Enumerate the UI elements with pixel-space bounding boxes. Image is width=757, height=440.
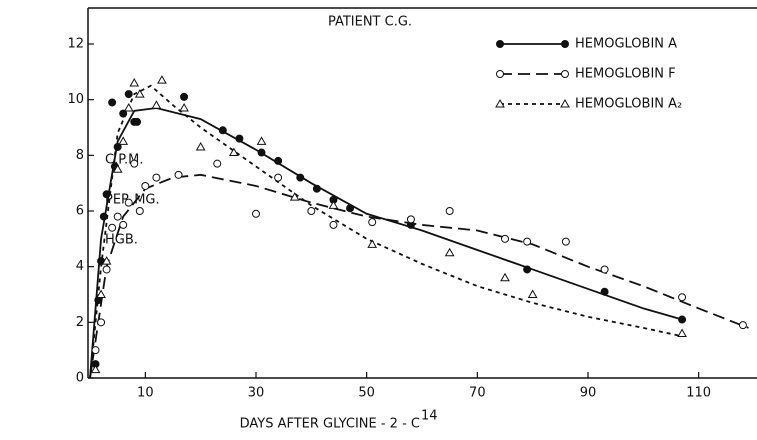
y-tick-label: 10	[67, 92, 84, 107]
data-point	[257, 148, 266, 157]
fit-curve	[89, 173, 749, 379]
data-point	[118, 136, 129, 145]
data-point	[328, 200, 339, 209]
data-point	[112, 164, 123, 173]
y-tick-label: 2	[76, 315, 84, 330]
legend-label: HEMOGLOBIN A	[575, 37, 677, 52]
y-tick-label: 4	[76, 259, 84, 274]
data-point	[368, 218, 377, 227]
data-point	[235, 134, 244, 143]
x-tick-label: 70	[469, 386, 486, 401]
data-point	[157, 75, 167, 84]
x-axis-label: DAYS AFTER GLYCINE - 2 - C	[240, 417, 420, 432]
legend-marker	[560, 98, 570, 108]
data-point	[119, 220, 128, 229]
data-point	[274, 173, 283, 182]
data-point	[738, 321, 747, 330]
data-point	[101, 256, 112, 265]
data-point	[96, 289, 106, 298]
data-point	[307, 207, 316, 215]
data-point	[213, 159, 222, 168]
data-point	[90, 364, 101, 374]
data-point	[678, 315, 687, 324]
x-tick-label: 50	[358, 386, 375, 401]
x-tick-label: 110	[686, 386, 711, 401]
data-point	[229, 147, 239, 157]
legend-label: HEMOGLOBIN F	[575, 67, 676, 82]
data-point	[678, 293, 687, 302]
data-point	[108, 223, 117, 232]
data-point	[152, 173, 161, 182]
data-point	[174, 170, 183, 179]
data-point	[108, 98, 117, 107]
data-point	[600, 265, 609, 274]
y-tick-label: 6	[76, 204, 84, 219]
legend-label: HEMOGLOBIN A₂	[575, 97, 682, 112]
legend-marker	[561, 70, 569, 78]
data-point	[119, 109, 128, 118]
data-point	[600, 287, 609, 296]
data-point	[129, 77, 140, 87]
legend-marker	[561, 40, 569, 48]
data-point	[329, 220, 338, 229]
data-point	[296, 173, 305, 182]
x-axis-label-superscript: 14	[421, 409, 438, 424]
data-point	[130, 159, 139, 168]
data-point	[97, 318, 106, 327]
x-tick-label: 10	[137, 386, 154, 401]
data-point	[677, 328, 687, 337]
data-point	[195, 141, 206, 151]
data-point	[133, 117, 142, 126]
fit-curve	[89, 107, 683, 379]
data-point	[501, 234, 509, 243]
legend-marker	[495, 98, 505, 108]
legend-marker	[496, 70, 504, 78]
data-point	[99, 212, 108, 221]
y-tick-label: 8	[76, 148, 84, 163]
data-point	[561, 237, 570, 246]
data-point	[124, 90, 133, 99]
data-point	[113, 212, 122, 221]
data-point	[523, 265, 532, 274]
data-point	[527, 289, 538, 298]
data-point	[523, 237, 532, 246]
data-point	[151, 100, 162, 109]
data-point	[367, 239, 378, 248]
data-point	[445, 207, 454, 215]
data-point	[289, 192, 300, 201]
data-point	[218, 126, 227, 135]
y-tick-label: 12	[67, 37, 84, 52]
data-point	[134, 89, 145, 98]
data-point	[312, 184, 321, 193]
data-point	[135, 207, 144, 215]
data-point	[252, 209, 260, 218]
x-tick-label: 30	[248, 386, 265, 401]
y-axis-label: PER MG.	[105, 193, 160, 208]
y-tick-label: 0	[76, 371, 84, 386]
data-point	[179, 103, 189, 112]
fit-curve	[89, 84, 683, 379]
data-point	[346, 204, 355, 213]
data-point	[406, 215, 415, 224]
data-point	[444, 247, 455, 257]
data-point	[274, 156, 283, 165]
data-point	[113, 142, 122, 151]
chart-title: PATIENT C.G.	[328, 15, 412, 30]
y-axis-label: HGB.	[105, 233, 138, 248]
data-point	[500, 272, 510, 282]
data-point	[102, 265, 111, 274]
data-point	[180, 92, 189, 101]
data-point	[141, 181, 150, 190]
data-point	[91, 346, 100, 355]
data-point	[256, 136, 267, 145]
x-tick-label: 90	[580, 386, 597, 401]
data-point	[102, 190, 111, 199]
legend-marker	[496, 40, 504, 48]
data-point	[123, 103, 134, 112]
data-point	[124, 198, 133, 207]
